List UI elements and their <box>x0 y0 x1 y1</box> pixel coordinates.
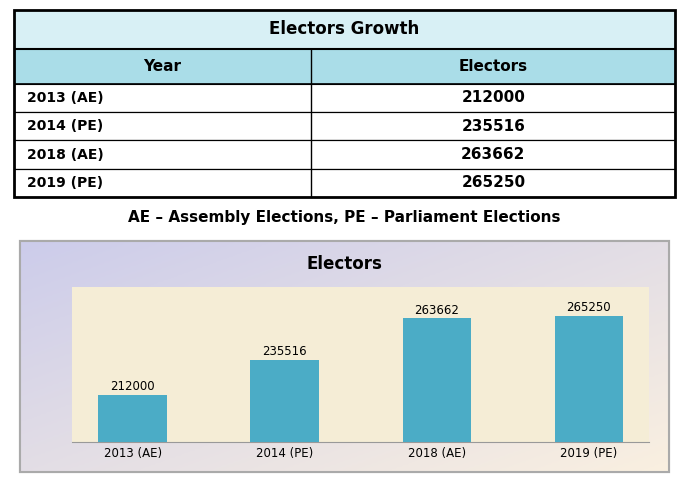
Text: Electors Growth: Electors Growth <box>269 20 420 38</box>
Text: 2018 (AE): 2018 (AE) <box>27 148 104 162</box>
FancyBboxPatch shape <box>14 49 675 84</box>
Text: 263662: 263662 <box>414 303 459 317</box>
Text: AE – Assembly Elections, PE – Parliament Elections: AE – Assembly Elections, PE – Parliament… <box>128 210 561 225</box>
Text: 235516: 235516 <box>263 345 307 358</box>
FancyBboxPatch shape <box>14 112 675 140</box>
FancyBboxPatch shape <box>21 241 668 472</box>
Text: 2019 (PE): 2019 (PE) <box>27 176 103 190</box>
Text: 212000: 212000 <box>462 91 525 106</box>
Text: 263662: 263662 <box>461 147 526 162</box>
Text: Electors: Electors <box>459 59 528 74</box>
FancyBboxPatch shape <box>14 169 675 197</box>
FancyBboxPatch shape <box>14 140 675 169</box>
Text: 265250: 265250 <box>566 301 611 314</box>
Text: 235516: 235516 <box>462 119 525 134</box>
Text: Electors: Electors <box>307 255 382 273</box>
FancyBboxPatch shape <box>14 84 675 112</box>
Bar <box>402 318 471 484</box>
Text: 212000: 212000 <box>110 380 155 393</box>
FancyBboxPatch shape <box>14 10 675 49</box>
Text: 2014 (PE): 2014 (PE) <box>27 119 103 133</box>
Bar <box>251 360 319 484</box>
Bar <box>99 394 167 484</box>
Text: 265250: 265250 <box>461 175 526 190</box>
Text: 2013 (AE): 2013 (AE) <box>27 91 103 105</box>
Bar <box>555 316 623 484</box>
Text: Year: Year <box>143 59 182 74</box>
